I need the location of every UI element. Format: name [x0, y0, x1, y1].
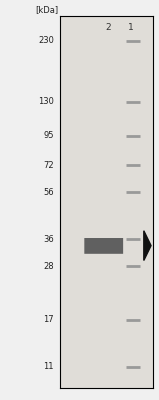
Text: 11: 11 — [44, 362, 54, 371]
Text: 230: 230 — [38, 36, 54, 45]
Text: 130: 130 — [38, 98, 54, 106]
Text: 95: 95 — [44, 131, 54, 140]
Text: 17: 17 — [43, 315, 54, 324]
Text: 72: 72 — [43, 161, 54, 170]
Text: 56: 56 — [43, 188, 54, 197]
Polygon shape — [144, 231, 151, 260]
Text: [kDa]: [kDa] — [35, 5, 58, 14]
Text: 1: 1 — [128, 23, 134, 32]
Text: 28: 28 — [43, 262, 54, 271]
Text: 36: 36 — [43, 235, 54, 244]
Text: 2: 2 — [106, 23, 111, 32]
FancyBboxPatch shape — [84, 238, 123, 254]
